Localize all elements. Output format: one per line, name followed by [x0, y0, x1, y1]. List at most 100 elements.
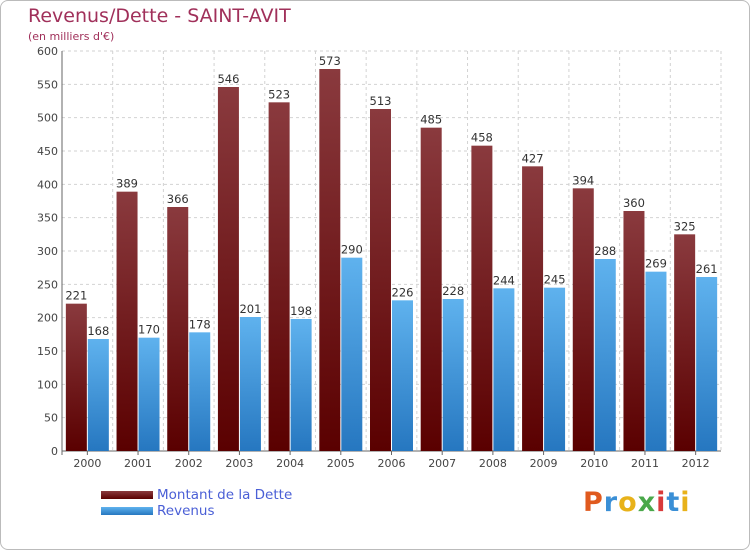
bar-dette — [572, 188, 594, 452]
bar-dette — [268, 102, 290, 451]
y-tick-label: 450 — [37, 145, 58, 158]
data-label-revenus: 201 — [239, 302, 261, 316]
data-label-revenus: 269 — [645, 257, 667, 271]
bar-dette — [471, 145, 493, 451]
x-tick-label: 2008 — [479, 457, 507, 470]
logo-letter: o — [618, 487, 638, 518]
bar-revenus — [544, 287, 566, 451]
data-label-dette: 325 — [674, 219, 696, 233]
bar-dette — [217, 87, 239, 451]
x-tick-label: 2003 — [225, 457, 253, 470]
bar-revenus — [696, 277, 718, 451]
data-label-revenus: 168 — [87, 324, 109, 338]
data-label-revenus: 261 — [696, 262, 718, 276]
logo-letter: t — [666, 487, 681, 518]
data-label-dette: 485 — [420, 113, 442, 127]
data-label-dette: 394 — [572, 173, 594, 187]
legend-label-revenus: Revenus — [157, 503, 215, 519]
y-tick-label: 150 — [37, 345, 58, 358]
y-tick-label: 600 — [37, 45, 58, 58]
y-tick-label: 400 — [37, 178, 58, 191]
bar-revenus — [493, 288, 515, 451]
y-tick-label: 350 — [37, 212, 58, 225]
bar-dette — [420, 127, 442, 452]
x-tick-label: 2001 — [124, 457, 152, 470]
grid-lines — [61, 50, 722, 452]
logo-letter: r — [603, 487, 619, 518]
logo-letter: P — [583, 487, 604, 518]
data-label-revenus: 288 — [594, 244, 616, 258]
bar-dette — [674, 234, 696, 451]
chart-subtitle: (en milliers d'€) — [28, 30, 115, 43]
bar-dette — [522, 166, 544, 452]
legend-item-dette: Montant de la Dette — [101, 487, 292, 503]
bar-dette — [65, 303, 87, 451]
bar-revenus — [239, 317, 261, 451]
legend: Montant de la Dette Revenus — [101, 487, 292, 519]
bar-dette — [370, 109, 391, 451]
x-tick-label: 2012 — [682, 457, 710, 470]
bar-revenus — [341, 257, 363, 451]
legend-item-revenus: Revenus — [101, 503, 292, 519]
x-tick-label: 2009 — [530, 457, 558, 470]
bar-revenus — [392, 300, 413, 451]
legend-swatch-revenus — [101, 507, 153, 515]
bar-revenus — [594, 259, 616, 451]
bar-revenus — [290, 319, 312, 451]
data-label-dette: 389 — [116, 177, 138, 191]
y-tick-label: 200 — [37, 312, 58, 325]
x-tick-label: 2011 — [631, 457, 659, 470]
data-label-dette: 523 — [268, 87, 290, 101]
logo-letter: i — [656, 487, 667, 518]
x-tick-label: 2010 — [580, 457, 608, 470]
bar-dette — [319, 69, 341, 451]
y-tick-label: 100 — [37, 378, 58, 391]
data-label-revenus: 228 — [442, 284, 464, 298]
data-label-revenus: 226 — [392, 285, 414, 299]
bar-revenus — [87, 339, 109, 451]
data-label-dette: 427 — [522, 151, 544, 165]
logo-letter: x — [637, 487, 657, 518]
x-tick-label: 2000 — [73, 457, 101, 470]
bar-dette — [116, 191, 138, 451]
data-label-revenus: 245 — [544, 273, 566, 287]
data-label-dette: 513 — [370, 94, 392, 108]
legend-swatch-dette — [101, 491, 153, 499]
x-tick-label: 2007 — [428, 457, 456, 470]
data-label-dette: 221 — [65, 289, 87, 303]
y-tick-label: 250 — [37, 278, 58, 291]
data-label-revenus: 178 — [189, 317, 211, 331]
y-tick-label: 0 — [51, 445, 58, 458]
data-label-revenus: 170 — [138, 323, 160, 337]
axes: 0 50 100 150 200 250 300 350 400 450 500 550 600 2000… — [37, 45, 721, 470]
x-tick-label: 2006 — [378, 457, 406, 470]
chart-title: Revenus/Dette - SAINT-AVIT — [28, 5, 291, 27]
x-tick-label: 2005 — [327, 457, 355, 470]
data-label-revenus: 198 — [290, 304, 312, 318]
legend-label-dette: Montant de la Dette — [157, 487, 293, 503]
x-tick-label: 2002 — [175, 457, 203, 470]
bars — [65, 69, 718, 452]
y-tick-label: 550 — [37, 78, 58, 91]
bar-revenus — [189, 332, 211, 451]
data-label-dette: 360 — [623, 196, 645, 210]
bar-dette — [167, 207, 189, 451]
data-label-dette: 458 — [471, 131, 493, 145]
y-tick-label: 500 — [37, 112, 58, 125]
data-label-dette: 573 — [319, 54, 341, 68]
y-tick-label: 300 — [37, 245, 58, 258]
data-label-revenus: 244 — [493, 273, 515, 287]
x-tick-label: 2004 — [276, 457, 304, 470]
y-tick-label: 50 — [44, 412, 58, 425]
data-labels: 221 168 389 170 366 178 546 201 523 198 573 290 513 2… — [65, 54, 717, 338]
bar-revenus — [442, 299, 464, 451]
bar-dette — [623, 211, 645, 451]
data-label-dette: 546 — [217, 72, 239, 86]
data-label-revenus: 290 — [341, 243, 363, 257]
logo-letter: i — [680, 487, 691, 518]
bar-revenus — [645, 271, 667, 451]
data-label-dette: 366 — [167, 192, 189, 206]
proxiti-logo: Proxiti — [583, 487, 691, 518]
